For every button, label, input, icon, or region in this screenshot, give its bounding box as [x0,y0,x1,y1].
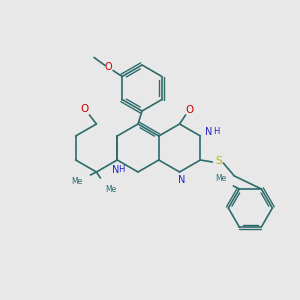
Text: N: N [112,165,119,175]
Text: O: O [104,62,112,73]
Text: O: O [185,105,194,115]
Text: Me: Me [71,178,82,187]
Text: Me: Me [216,174,227,183]
Text: O: O [80,104,88,114]
Text: H: H [213,128,220,136]
Text: Me: Me [105,185,116,194]
Text: S: S [215,156,222,166]
Text: N: N [205,127,212,137]
Text: N: N [178,175,185,185]
Text: H: H [118,166,124,175]
